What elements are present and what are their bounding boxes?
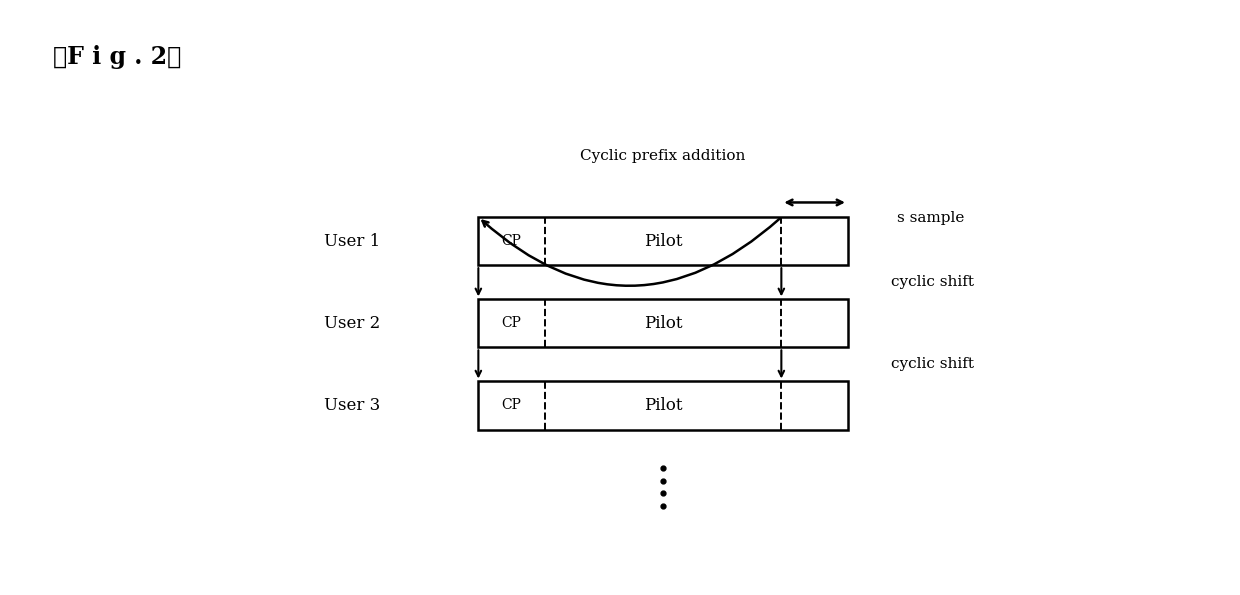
Bar: [479, 299, 848, 347]
Bar: [479, 217, 848, 265]
Text: User 1: User 1: [324, 233, 379, 250]
Text: User 2: User 2: [324, 315, 379, 332]
Text: CP: CP: [502, 317, 522, 330]
Text: s sample: s sample: [897, 211, 965, 225]
Bar: [479, 381, 848, 430]
Text: User 3: User 3: [324, 397, 379, 414]
Text: CP: CP: [502, 399, 522, 412]
Text: Cyclic prefix addition: Cyclic prefix addition: [580, 149, 745, 162]
Text: CP: CP: [502, 234, 522, 248]
Text: cyclic shift: cyclic shift: [892, 358, 973, 371]
Text: Pilot: Pilot: [644, 315, 682, 332]
Text: Pilot: Pilot: [644, 233, 682, 250]
Text: 『F i g . 2』: 『F i g . 2』: [53, 45, 182, 69]
Text: Pilot: Pilot: [644, 397, 682, 414]
Text: cyclic shift: cyclic shift: [892, 275, 973, 289]
